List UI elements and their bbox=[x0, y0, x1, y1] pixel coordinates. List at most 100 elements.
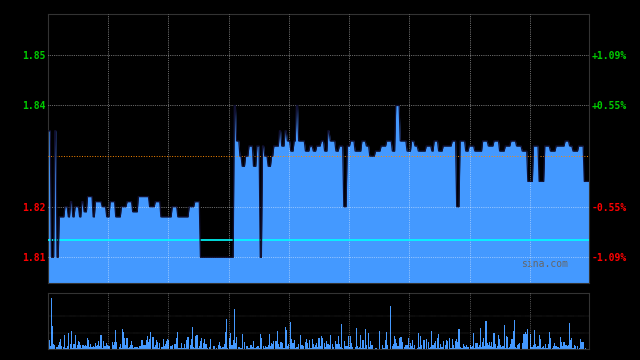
Bar bbox=[535, 343, 536, 349]
Bar bbox=[143, 345, 145, 349]
Bar bbox=[152, 337, 154, 349]
Bar bbox=[476, 343, 477, 349]
Bar bbox=[291, 339, 292, 349]
Bar bbox=[270, 346, 271, 349]
Bar bbox=[61, 346, 62, 349]
Bar bbox=[74, 334, 76, 349]
Bar bbox=[161, 347, 163, 349]
Bar bbox=[111, 348, 112, 349]
Bar bbox=[140, 346, 141, 349]
Bar bbox=[366, 345, 367, 349]
Bar bbox=[180, 343, 182, 349]
Bar bbox=[369, 347, 371, 349]
Bar bbox=[566, 345, 567, 349]
Bar bbox=[301, 346, 303, 349]
Bar bbox=[103, 341, 104, 349]
Bar bbox=[192, 327, 193, 349]
Bar bbox=[60, 339, 61, 349]
Bar bbox=[341, 324, 342, 349]
Bar bbox=[413, 348, 414, 349]
Bar bbox=[229, 338, 230, 349]
Bar bbox=[428, 342, 429, 349]
Bar bbox=[219, 342, 220, 349]
Bar bbox=[287, 346, 288, 349]
Bar bbox=[56, 347, 58, 349]
Bar bbox=[86, 346, 87, 349]
Text: sina.com: sina.com bbox=[521, 258, 568, 269]
Bar bbox=[184, 344, 185, 349]
Bar bbox=[445, 345, 446, 349]
Bar bbox=[526, 334, 527, 349]
Bar bbox=[170, 346, 172, 349]
Bar bbox=[232, 340, 234, 349]
Bar bbox=[49, 340, 50, 349]
Bar bbox=[518, 344, 520, 349]
Bar bbox=[308, 347, 309, 349]
Bar bbox=[322, 338, 323, 349]
Bar bbox=[248, 348, 250, 349]
Bar bbox=[303, 346, 304, 349]
Bar bbox=[65, 348, 67, 349]
Bar bbox=[560, 337, 561, 349]
Bar bbox=[241, 348, 242, 349]
Bar bbox=[333, 347, 334, 349]
Bar bbox=[577, 346, 578, 349]
Bar bbox=[449, 338, 451, 349]
Bar bbox=[470, 345, 471, 349]
Bar bbox=[133, 348, 134, 349]
Bar bbox=[52, 326, 53, 349]
Bar bbox=[269, 334, 270, 349]
Bar bbox=[123, 332, 124, 349]
Bar bbox=[261, 338, 262, 349]
Bar bbox=[127, 348, 129, 349]
Bar bbox=[437, 338, 438, 349]
Bar bbox=[83, 345, 84, 349]
Bar bbox=[275, 341, 276, 349]
Bar bbox=[148, 342, 149, 349]
Bar bbox=[80, 345, 81, 349]
Bar bbox=[141, 340, 142, 349]
Bar bbox=[507, 337, 508, 349]
Bar bbox=[328, 346, 330, 349]
Bar bbox=[337, 336, 339, 349]
Bar bbox=[570, 340, 572, 349]
Bar bbox=[114, 342, 115, 349]
Bar bbox=[481, 347, 482, 349]
Bar bbox=[531, 347, 532, 349]
Bar bbox=[314, 347, 315, 349]
Bar bbox=[70, 343, 71, 349]
Bar bbox=[262, 348, 263, 349]
Bar bbox=[495, 347, 497, 349]
Bar bbox=[349, 347, 350, 349]
Bar bbox=[440, 345, 442, 349]
Bar bbox=[346, 346, 347, 349]
Bar bbox=[474, 348, 476, 349]
Bar bbox=[250, 345, 251, 349]
Bar bbox=[513, 331, 514, 349]
Bar bbox=[447, 341, 448, 349]
Bar bbox=[51, 298, 52, 349]
Bar bbox=[375, 348, 376, 349]
Bar bbox=[312, 338, 313, 349]
Bar bbox=[78, 341, 79, 349]
Bar bbox=[358, 348, 359, 349]
Bar bbox=[501, 347, 502, 349]
Bar bbox=[404, 347, 405, 349]
Bar bbox=[523, 334, 524, 349]
Bar bbox=[163, 339, 164, 349]
Bar bbox=[436, 348, 437, 349]
Bar bbox=[88, 340, 89, 349]
Bar bbox=[157, 342, 158, 349]
Bar bbox=[316, 343, 317, 349]
Bar bbox=[95, 343, 96, 349]
Bar bbox=[296, 347, 297, 349]
Bar bbox=[242, 334, 243, 349]
Bar bbox=[266, 347, 268, 349]
Bar bbox=[451, 347, 452, 349]
Bar bbox=[319, 346, 321, 349]
Bar bbox=[263, 346, 264, 349]
Bar bbox=[492, 347, 493, 349]
Bar bbox=[500, 345, 501, 349]
Bar bbox=[317, 347, 318, 349]
Bar bbox=[415, 348, 417, 349]
